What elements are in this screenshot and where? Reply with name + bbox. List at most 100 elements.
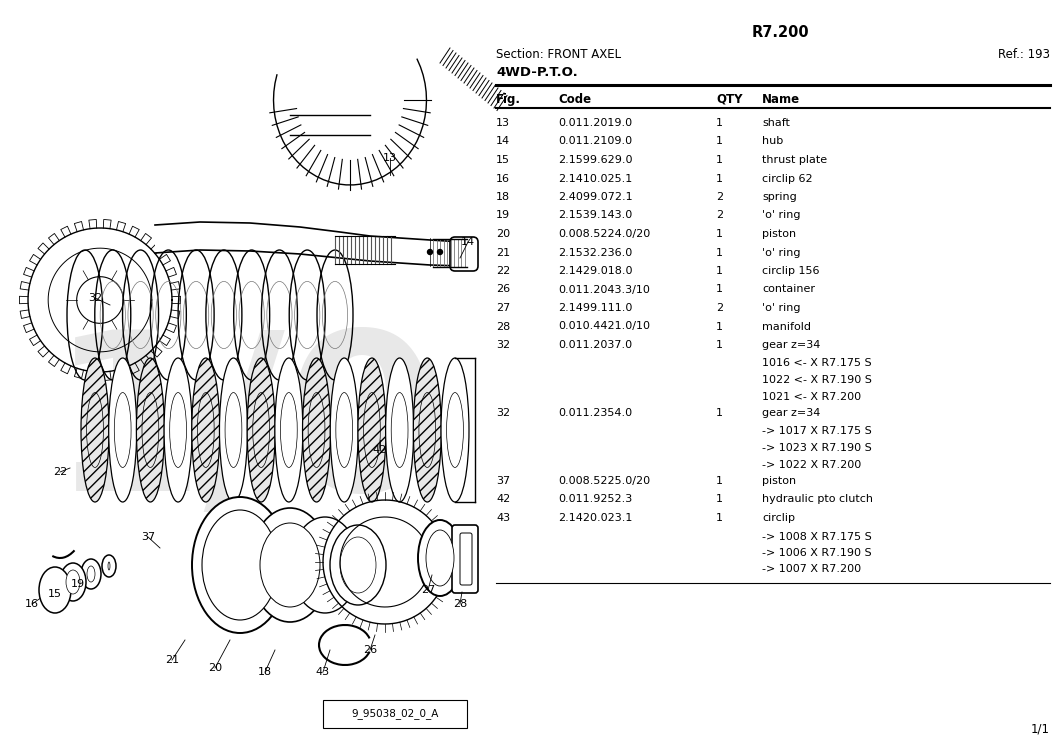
Text: Section: FRONT AXEL: Section: FRONT AXEL bbox=[496, 48, 621, 61]
Text: 0.011.2037.0: 0.011.2037.0 bbox=[558, 340, 632, 350]
Text: 27: 27 bbox=[421, 585, 435, 595]
Polygon shape bbox=[290, 115, 370, 135]
FancyBboxPatch shape bbox=[452, 525, 478, 593]
Text: circlip: circlip bbox=[762, 513, 795, 523]
Text: Code: Code bbox=[558, 93, 591, 106]
Text: 1: 1 bbox=[716, 136, 723, 146]
Text: 13: 13 bbox=[383, 153, 398, 163]
Text: 37: 37 bbox=[496, 476, 510, 486]
Ellipse shape bbox=[192, 497, 288, 633]
Text: 2.1410.025.1: 2.1410.025.1 bbox=[558, 173, 632, 184]
Text: 1: 1 bbox=[716, 118, 723, 128]
Ellipse shape bbox=[292, 517, 359, 613]
Text: 15: 15 bbox=[496, 155, 510, 165]
Text: 1: 1 bbox=[716, 322, 723, 332]
Text: piston: piston bbox=[762, 476, 796, 486]
Text: shaft: shaft bbox=[762, 118, 790, 128]
Text: 1: 1 bbox=[716, 340, 723, 350]
Ellipse shape bbox=[413, 358, 441, 502]
Text: -> 1023 X R7.190 S: -> 1023 X R7.190 S bbox=[762, 443, 871, 453]
Ellipse shape bbox=[108, 562, 110, 570]
Text: 1: 1 bbox=[716, 513, 723, 523]
Text: 28: 28 bbox=[453, 599, 467, 609]
FancyBboxPatch shape bbox=[460, 533, 472, 585]
Text: 37: 37 bbox=[141, 532, 155, 542]
Text: -> 1022 X R7.200: -> 1022 X R7.200 bbox=[762, 460, 861, 470]
Text: Ref.: 193: Ref.: 193 bbox=[999, 48, 1050, 61]
Circle shape bbox=[427, 250, 432, 254]
Ellipse shape bbox=[66, 570, 80, 594]
Ellipse shape bbox=[60, 563, 86, 601]
Text: R7.200: R7.200 bbox=[752, 25, 809, 40]
Text: 42: 42 bbox=[373, 445, 387, 455]
Text: 43: 43 bbox=[316, 667, 330, 677]
Text: manifold: manifold bbox=[762, 322, 811, 332]
Text: 2: 2 bbox=[716, 211, 723, 220]
Text: 26: 26 bbox=[496, 284, 510, 295]
Text: container: container bbox=[762, 284, 815, 295]
Text: 1: 1 bbox=[716, 173, 723, 184]
Text: 21: 21 bbox=[496, 248, 510, 257]
Ellipse shape bbox=[275, 358, 303, 502]
Text: 0.008.5225.0/20: 0.008.5225.0/20 bbox=[558, 476, 650, 486]
Text: 2.4099.072.1: 2.4099.072.1 bbox=[558, 192, 633, 202]
Text: 1/1: 1/1 bbox=[1031, 722, 1050, 735]
Text: 19: 19 bbox=[496, 211, 510, 220]
Text: -> 1006 X R7.190 S: -> 1006 X R7.190 S bbox=[762, 548, 871, 558]
Text: 1: 1 bbox=[716, 494, 723, 505]
Text: -> 1007 X R7.200: -> 1007 X R7.200 bbox=[762, 565, 861, 574]
Text: 20: 20 bbox=[208, 663, 222, 673]
Ellipse shape bbox=[219, 358, 247, 502]
Text: 32: 32 bbox=[88, 293, 102, 303]
Ellipse shape bbox=[331, 358, 358, 502]
Ellipse shape bbox=[192, 358, 219, 502]
Text: 2.1532.236.0: 2.1532.236.0 bbox=[558, 248, 632, 257]
Text: 21: 21 bbox=[165, 655, 179, 665]
Text: 1021 <- X R7.200: 1021 <- X R7.200 bbox=[762, 392, 861, 401]
Text: 19: 19 bbox=[71, 579, 85, 589]
Text: 18: 18 bbox=[258, 667, 272, 677]
Text: circlip 156: circlip 156 bbox=[762, 266, 819, 276]
Text: 22: 22 bbox=[496, 266, 510, 276]
Text: piston: piston bbox=[762, 229, 796, 239]
Text: QTY: QTY bbox=[716, 93, 742, 106]
Ellipse shape bbox=[302, 358, 331, 502]
Text: -> 1017 X R7.175 S: -> 1017 X R7.175 S bbox=[762, 427, 871, 436]
Text: 14: 14 bbox=[461, 237, 475, 247]
Text: 0.011.2019.0: 0.011.2019.0 bbox=[558, 118, 632, 128]
Text: 28: 28 bbox=[496, 322, 510, 332]
Ellipse shape bbox=[102, 555, 116, 577]
Text: 27: 27 bbox=[496, 303, 510, 313]
Text: 2.1599.629.0: 2.1599.629.0 bbox=[558, 155, 633, 165]
Ellipse shape bbox=[418, 520, 462, 596]
Text: 1: 1 bbox=[716, 266, 723, 276]
Text: 0.011.2354.0: 0.011.2354.0 bbox=[558, 408, 632, 418]
Ellipse shape bbox=[250, 508, 330, 622]
Text: 2: 2 bbox=[716, 192, 723, 202]
FancyBboxPatch shape bbox=[450, 237, 478, 271]
Ellipse shape bbox=[340, 537, 376, 593]
Text: 22: 22 bbox=[53, 467, 67, 477]
Text: 18: 18 bbox=[496, 192, 510, 202]
Text: 15: 15 bbox=[48, 589, 61, 599]
Text: 20: 20 bbox=[496, 229, 510, 239]
Ellipse shape bbox=[87, 566, 95, 582]
Text: 'o' ring: 'o' ring bbox=[762, 211, 800, 220]
Text: 'o' ring: 'o' ring bbox=[762, 248, 800, 257]
Text: 1: 1 bbox=[716, 248, 723, 257]
Circle shape bbox=[438, 250, 442, 254]
Text: 0.008.5224.0/20: 0.008.5224.0/20 bbox=[558, 229, 650, 239]
Ellipse shape bbox=[137, 358, 164, 502]
Text: gear z=34: gear z=34 bbox=[762, 340, 820, 350]
FancyBboxPatch shape bbox=[323, 700, 467, 728]
Ellipse shape bbox=[247, 358, 276, 502]
Ellipse shape bbox=[81, 358, 109, 502]
Text: 0.011.2109.0: 0.011.2109.0 bbox=[558, 136, 632, 146]
Text: 16: 16 bbox=[496, 173, 510, 184]
Text: hub: hub bbox=[762, 136, 783, 146]
Text: 42: 42 bbox=[496, 494, 510, 505]
Ellipse shape bbox=[164, 358, 192, 502]
Text: 9_95038_02_0_A: 9_95038_02_0_A bbox=[351, 709, 439, 719]
Ellipse shape bbox=[386, 358, 413, 502]
Text: -> 1008 X R7.175 S: -> 1008 X R7.175 S bbox=[762, 532, 871, 542]
